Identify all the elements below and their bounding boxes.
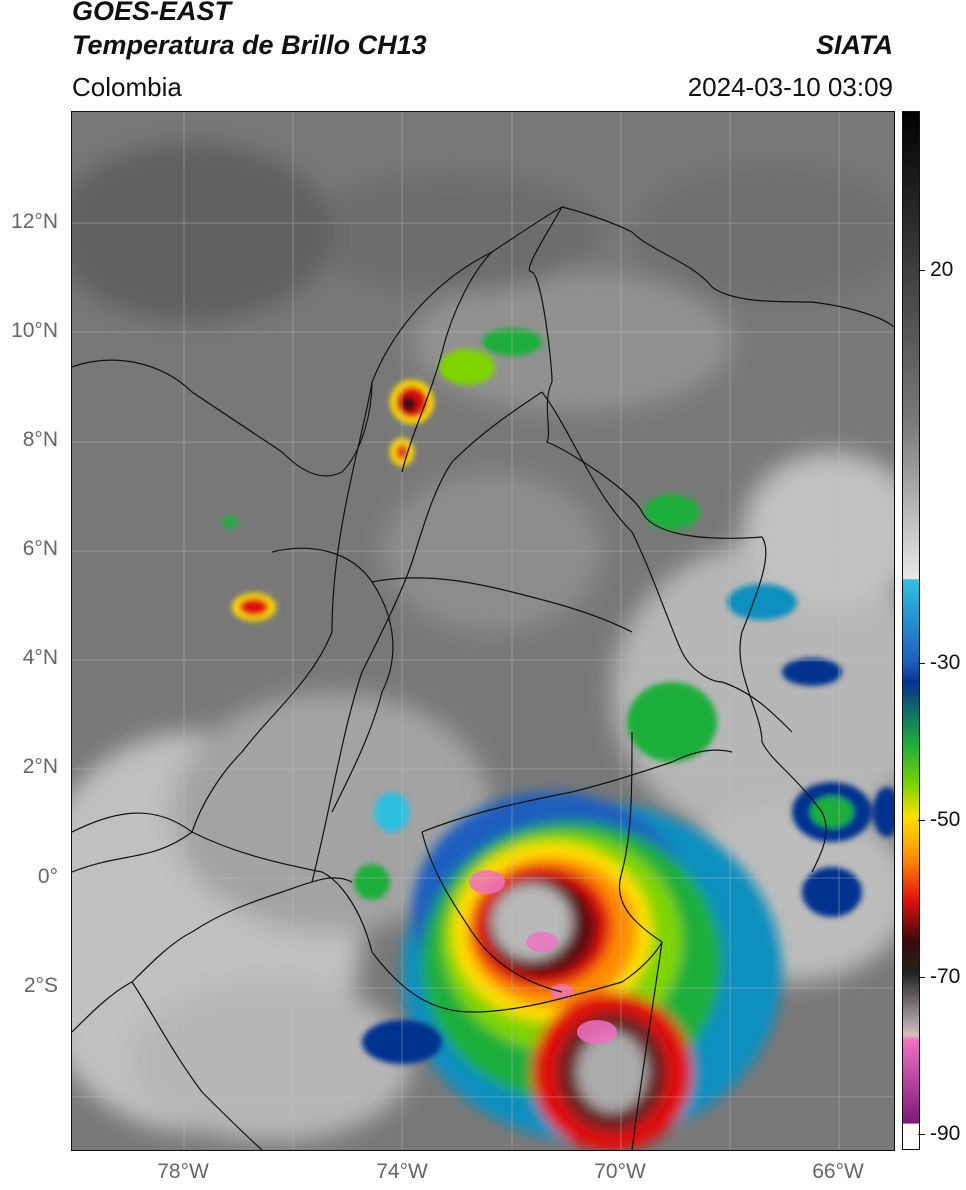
product-title: Temperatura de Brillo CH13 — [72, 30, 427, 60]
region-label: Colombia — [72, 72, 182, 102]
colorbar-tick — [918, 1134, 925, 1135]
colorbar-label: -70 — [930, 965, 961, 988]
boundaries — [72, 205, 894, 1150]
colorbar-tick — [918, 820, 925, 821]
agency-label: SIATA — [816, 30, 893, 60]
lon-tick-label: 66°W — [812, 1160, 864, 1183]
colorbar-tick — [918, 663, 925, 664]
lat-tick-label: 2°N — [22, 755, 58, 778]
temperature-colorbar — [902, 111, 920, 1150]
colorbar-tick — [918, 270, 925, 271]
lat-tick-label: 12°N — [11, 210, 58, 233]
storm-cells — [222, 328, 894, 1150]
lat-tick-label: 2°S — [23, 974, 58, 997]
lat-tick-label: 6°N — [22, 537, 58, 560]
colorbar-label: 20 — [930, 258, 954, 281]
lon-tick-label: 70°W — [594, 1160, 646, 1183]
satellite-title: GOES-EAST — [72, 0, 232, 26]
grid-lines — [72, 112, 894, 1150]
colorbar-label: -50 — [930, 808, 961, 831]
map-canvas — [72, 112, 894, 1150]
lon-tick-label: 74°W — [376, 1160, 428, 1183]
cloud-texture — [72, 142, 894, 1142]
satellite-map[interactable] — [71, 111, 895, 1151]
lat-tick-label: 0° — [37, 865, 58, 888]
lat-tick-label: 8°N — [22, 428, 58, 451]
datetime-label: 2024-03-10 03:09 — [687, 72, 893, 102]
colorbar-label: -30 — [930, 651, 961, 674]
colorbar-tick — [918, 977, 925, 978]
colorbar-gradient — [903, 112, 919, 1149]
colorbar-label: -90 — [930, 1122, 961, 1145]
lon-tick-label: 78°W — [157, 1160, 209, 1183]
lat-tick-label: 4°N — [22, 646, 58, 669]
lat-tick-label: 10°N — [11, 319, 58, 342]
